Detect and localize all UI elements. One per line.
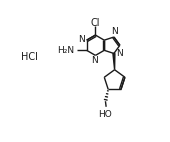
Text: N: N bbox=[116, 49, 123, 58]
Text: N: N bbox=[111, 27, 118, 36]
Text: H₂N: H₂N bbox=[57, 46, 74, 55]
Polygon shape bbox=[113, 53, 115, 70]
Text: HO: HO bbox=[99, 110, 112, 119]
Text: Cl: Cl bbox=[91, 18, 100, 28]
Text: HCl: HCl bbox=[21, 52, 38, 62]
Text: N: N bbox=[78, 35, 84, 44]
Text: N: N bbox=[91, 56, 98, 65]
